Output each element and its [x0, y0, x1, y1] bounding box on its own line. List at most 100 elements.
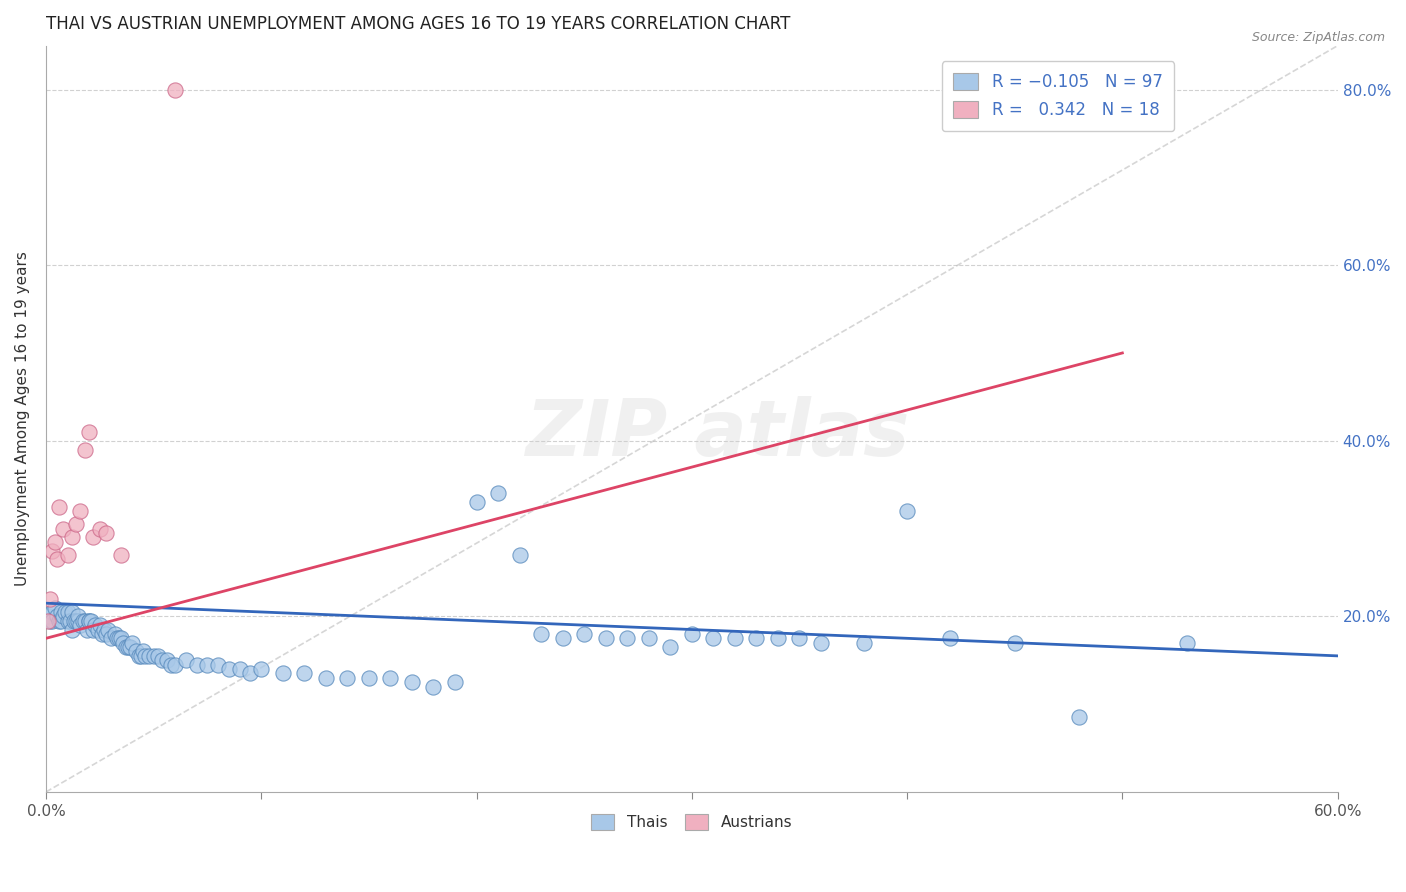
Point: [52, 522, 75, 536]
Point: [174, 653, 197, 667]
Point: [69, 504, 91, 518]
Point: [110, 632, 132, 646]
Point: [59, 614, 82, 628]
Point: [595, 632, 617, 646]
Point: [114, 640, 136, 654]
Point: [896, 504, 918, 518]
Point: [39, 591, 62, 606]
Point: [315, 671, 337, 685]
Point: [89, 618, 111, 632]
Point: [129, 648, 152, 663]
Point: [165, 82, 187, 96]
Point: [138, 648, 160, 663]
Point: [160, 657, 183, 672]
Point: [509, 548, 531, 562]
Point: [91, 627, 114, 641]
Point: [766, 632, 789, 646]
Point: [637, 632, 659, 646]
Point: [45, 609, 67, 624]
Point: [108, 632, 131, 646]
Point: [465, 495, 488, 509]
Point: [745, 632, 768, 646]
Point: [93, 623, 115, 637]
Point: [810, 636, 832, 650]
Point: [37, 614, 59, 628]
Point: [292, 666, 315, 681]
Point: [1004, 636, 1026, 650]
Point: [681, 627, 703, 641]
Point: [96, 627, 118, 641]
Point: [49, 605, 72, 619]
Point: [37, 609, 59, 624]
Point: [100, 632, 122, 646]
Point: [128, 648, 150, 663]
Point: [121, 636, 143, 650]
Point: [530, 627, 553, 641]
Text: Source: ZipAtlas.com: Source: ZipAtlas.com: [1251, 31, 1385, 45]
Point: [117, 640, 139, 654]
Point: [186, 657, 208, 672]
Point: [250, 662, 273, 676]
Y-axis label: Unemployment Among Ages 16 to 19 years: Unemployment Among Ages 16 to 19 years: [15, 252, 30, 586]
Point: [49, 614, 72, 628]
Point: [659, 640, 682, 654]
Point: [228, 662, 250, 676]
Point: [56, 605, 79, 619]
Point: [97, 623, 120, 637]
Point: [132, 644, 155, 658]
Point: [134, 648, 156, 663]
Point: [486, 486, 509, 500]
Point: [422, 680, 444, 694]
Point: [67, 614, 90, 628]
Point: [48, 614, 70, 628]
Point: [572, 627, 595, 641]
Point: [80, 614, 103, 628]
Point: [60, 623, 83, 637]
Point: [39, 614, 62, 628]
Point: [239, 666, 262, 681]
Point: [724, 632, 747, 646]
Point: [616, 632, 638, 646]
Point: [73, 614, 96, 628]
Point: [104, 627, 127, 641]
Point: [789, 632, 811, 646]
Point: [197, 657, 219, 672]
Point: [155, 653, 177, 667]
Point: [207, 657, 229, 672]
Point: [939, 632, 962, 646]
Point: [60, 605, 83, 619]
Point: [401, 675, 423, 690]
Point: [60, 530, 83, 544]
Point: [86, 623, 108, 637]
Point: [65, 614, 87, 628]
Point: [105, 632, 128, 646]
Point: [702, 632, 724, 646]
Point: [357, 671, 380, 685]
Text: THAI VS AUSTRIAN UNEMPLOYMENT AMONG AGES 16 TO 19 YEARS CORRELATION CHART: THAI VS AUSTRIAN UNEMPLOYMENT AMONG AGES…: [46, 15, 790, 33]
Point: [218, 662, 240, 676]
Point: [56, 614, 79, 628]
Point: [41, 614, 63, 628]
Point: [44, 600, 66, 615]
Point: [380, 671, 402, 685]
Point: [52, 609, 75, 624]
Point: [76, 623, 98, 637]
Point: [165, 657, 187, 672]
Point: [44, 534, 66, 549]
Point: [82, 530, 104, 544]
Point: [84, 618, 107, 632]
Point: [69, 618, 91, 632]
Point: [41, 543, 63, 558]
Point: [77, 614, 100, 628]
Point: [67, 609, 90, 624]
Point: [150, 653, 173, 667]
Point: [142, 648, 165, 663]
Point: [63, 614, 86, 628]
Point: [77, 614, 100, 628]
Point: [72, 614, 94, 628]
Point: [551, 632, 574, 646]
Point: [53, 605, 76, 619]
Point: [110, 548, 132, 562]
Point: [336, 671, 359, 685]
Point: [56, 548, 79, 562]
